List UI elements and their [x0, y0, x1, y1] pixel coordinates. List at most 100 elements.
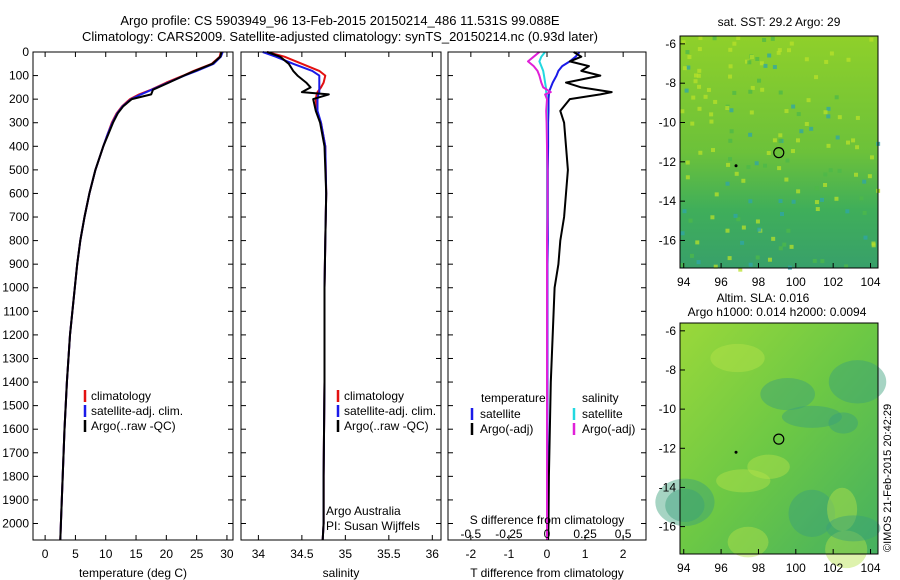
map-pixel	[844, 264, 849, 269]
island-dot	[734, 164, 738, 168]
y-tick-label: 300	[9, 116, 29, 130]
legend-label: satellite-adj. clim.	[344, 404, 436, 418]
series-line-argo-raw-qc-	[266, 51, 330, 541]
map-pixel	[728, 157, 733, 162]
map-pixel	[685, 160, 690, 165]
map-pixel	[703, 94, 708, 99]
map-pixel	[746, 165, 751, 170]
panel-annotation: PI: Susan Wijffels	[326, 519, 420, 533]
map-blob	[760, 377, 815, 411]
map-pixel	[744, 59, 749, 64]
map-pixel	[786, 48, 791, 53]
map-pixel	[732, 41, 737, 46]
map-pixel	[772, 65, 777, 70]
map-pixel	[784, 177, 789, 182]
map-pixel	[790, 149, 795, 154]
map-pixel	[778, 199, 783, 204]
map-pixel	[869, 37, 874, 42]
map-pixel	[789, 41, 794, 46]
x-tick-label: 5	[72, 547, 79, 561]
map-pixel	[778, 246, 783, 251]
map-pixel	[733, 213, 738, 218]
map-pixel	[859, 196, 864, 201]
map-pixel	[820, 197, 825, 202]
map-pixel	[862, 210, 867, 215]
map-pixel	[757, 227, 762, 232]
x-tick-label: 100	[786, 275, 806, 289]
map-pixel	[697, 47, 702, 52]
map-pixel	[824, 59, 829, 64]
map-pixel	[777, 166, 782, 171]
map-pixel	[755, 219, 760, 224]
temperature-panel: 0 5 10 15 20 25 300100200300400500600700800900…	[2, 45, 234, 580]
map-pixel	[685, 175, 690, 180]
map-pixel	[780, 211, 785, 216]
x-tick-label: 15	[129, 547, 143, 561]
map-pixel	[867, 174, 872, 179]
x-tick-label: 0	[544, 547, 551, 561]
x-tick-label: 98	[752, 561, 766, 575]
map-pixel	[778, 90, 783, 95]
map-pixel	[799, 129, 804, 134]
map-pixel	[713, 99, 718, 104]
x-tick-label: 10	[99, 547, 113, 561]
map-pixel	[734, 171, 739, 176]
s-tick-label: -0.5	[461, 527, 482, 541]
x-tick-label: 34.5	[290, 547, 314, 561]
map-pixel	[680, 109, 685, 114]
map-pixel	[823, 182, 828, 187]
y-tick-label: -14	[659, 480, 677, 494]
map-pixel	[828, 168, 833, 173]
series-line-climatology	[59, 51, 222, 541]
x-tick-label: 36	[426, 547, 440, 561]
map-pixel	[687, 54, 692, 59]
map-pixel	[777, 48, 782, 53]
map-pixel	[680, 231, 685, 236]
x-tick-label: 0	[42, 547, 49, 561]
map-pixel	[728, 47, 733, 52]
x-tick-label: 102	[823, 561, 843, 575]
y-tick-label: -6	[665, 324, 676, 338]
map-pixel	[806, 98, 811, 103]
y-tick-label: -10	[659, 402, 677, 416]
map-pixel	[786, 228, 791, 233]
y-tick-label: -16	[659, 520, 677, 534]
y-tick-label: 0	[22, 45, 29, 59]
map-blob	[655, 478, 715, 527]
x-tick-label: 94	[677, 561, 691, 575]
map-pixel	[709, 119, 714, 124]
map-pixel	[713, 264, 718, 269]
series-line-argo-adj-	[547, 51, 613, 541]
y-tick-label: 600	[9, 186, 29, 200]
map-pixel	[778, 133, 783, 138]
map-pixel	[855, 115, 860, 120]
map-pixel	[748, 89, 753, 94]
y-tick-label: 1400	[2, 375, 29, 389]
series-line-climatology	[266, 51, 328, 541]
y-tick-label: 400	[9, 139, 29, 153]
map-pixel	[691, 95, 696, 100]
map-pixel	[829, 51, 834, 56]
map-pixel	[693, 73, 698, 78]
map-pixel	[820, 259, 825, 264]
map-pixel	[725, 181, 730, 186]
map-pixel	[726, 162, 731, 167]
map-pixel	[688, 218, 693, 223]
map-pixel	[697, 84, 702, 89]
map-pixel	[725, 228, 730, 233]
map-pixel	[789, 244, 794, 249]
map-pixel	[706, 87, 711, 92]
x-tick-label: -2	[466, 547, 477, 561]
map-blob	[781, 405, 842, 428]
map-pixel	[729, 108, 734, 113]
map-pixel	[804, 57, 809, 62]
map-pixel	[854, 172, 859, 177]
map-pixel	[697, 106, 702, 111]
plot-frame	[32, 51, 234, 541]
map-pixel	[814, 200, 819, 205]
map-pixel	[748, 132, 753, 137]
map-pixel	[766, 151, 771, 156]
map-pixel	[845, 209, 850, 214]
map-pixel	[851, 138, 856, 143]
x-axis-label: T difference from climatology	[470, 566, 624, 580]
